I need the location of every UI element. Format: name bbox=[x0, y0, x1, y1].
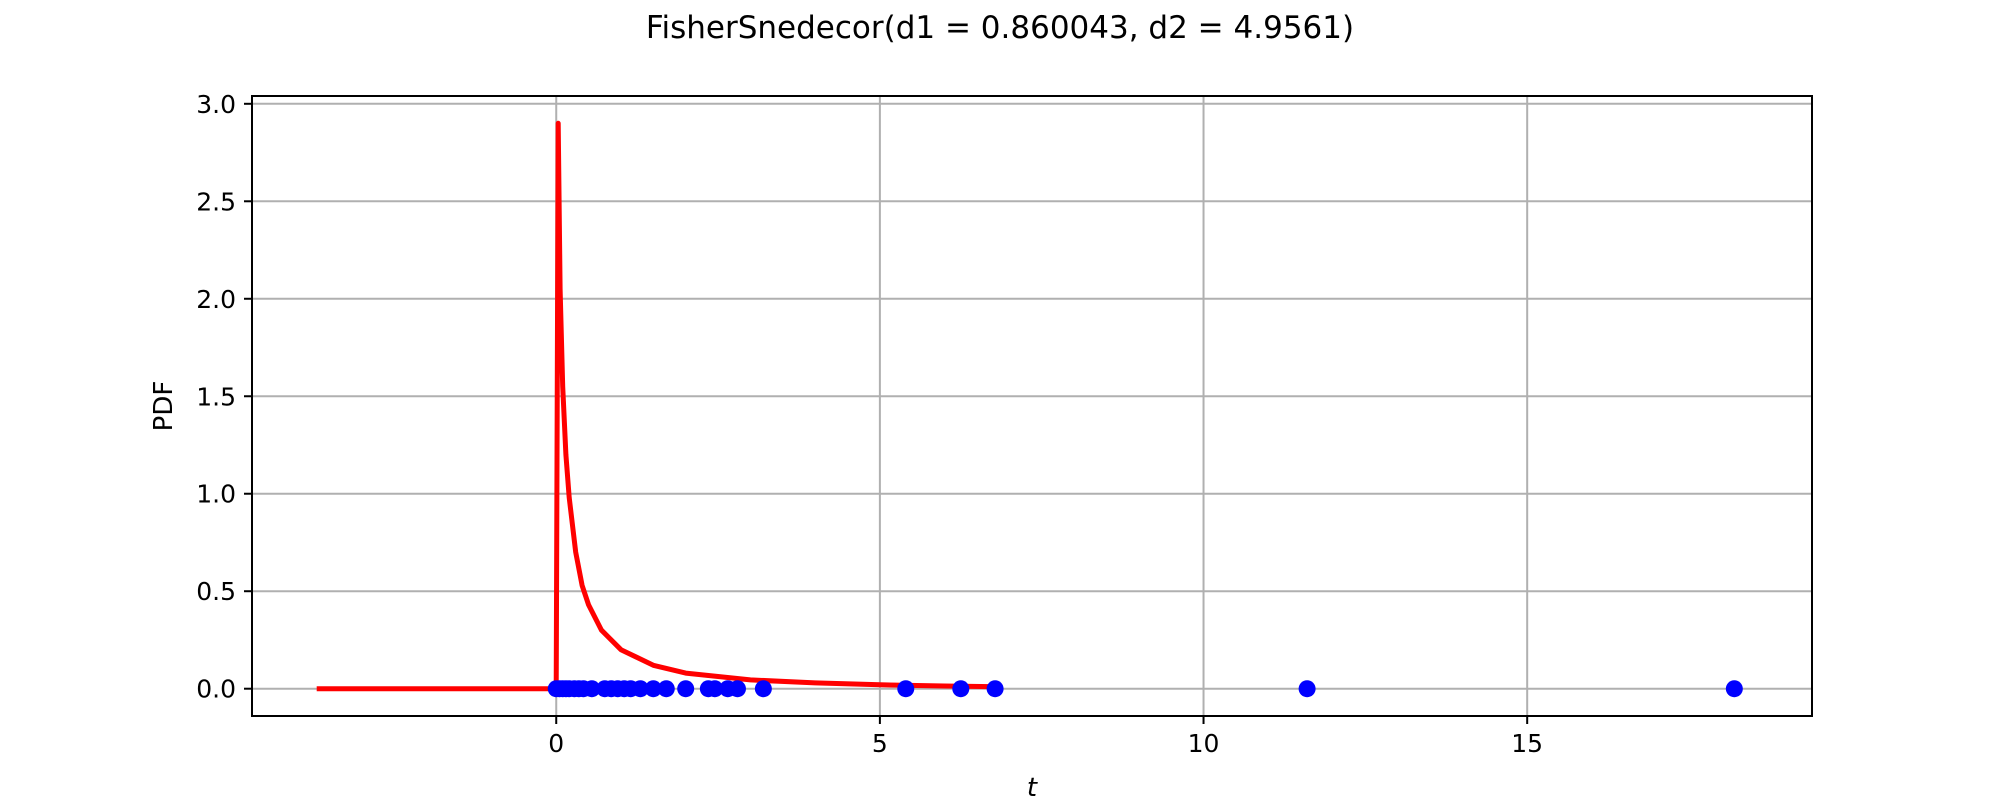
y-tick-label: 1.5 bbox=[196, 382, 236, 411]
sample-point bbox=[1298, 680, 1316, 698]
sample-point bbox=[644, 680, 662, 698]
y-tick-label: 0.0 bbox=[196, 675, 236, 704]
sample-point bbox=[728, 680, 746, 698]
x-axis-label: t bbox=[1027, 773, 1038, 800]
sample-point bbox=[677, 680, 695, 698]
y-tick-label: 2.5 bbox=[196, 187, 236, 216]
y-tick-label: 3.0 bbox=[196, 90, 236, 119]
pdf-curve bbox=[316, 120, 990, 692]
plot-frame bbox=[251, 95, 1813, 717]
sample-point bbox=[657, 680, 675, 698]
sample-point bbox=[952, 680, 970, 698]
y-tick-label: 2.0 bbox=[196, 285, 236, 314]
x-tick-label: 5 bbox=[872, 729, 888, 758]
sample-point bbox=[1725, 680, 1743, 698]
x-tick-label: 0 bbox=[548, 729, 564, 758]
x-tick-label: 15 bbox=[1511, 729, 1543, 758]
sample-point bbox=[897, 680, 915, 698]
sample-point bbox=[631, 680, 649, 698]
chart-title: FisherSnedecor(d1 = 0.860043, d2 = 4.956… bbox=[645, 10, 1355, 46]
sample-point bbox=[986, 680, 1004, 698]
y-tick-label: 0.5 bbox=[196, 577, 236, 606]
sample-point bbox=[754, 680, 772, 698]
x-tick-label: 10 bbox=[1188, 729, 1220, 758]
y-tick-label: 1.0 bbox=[196, 480, 236, 509]
sample-point bbox=[583, 680, 601, 698]
sample-point bbox=[706, 680, 724, 698]
y-axis-label: PDF bbox=[149, 381, 179, 432]
